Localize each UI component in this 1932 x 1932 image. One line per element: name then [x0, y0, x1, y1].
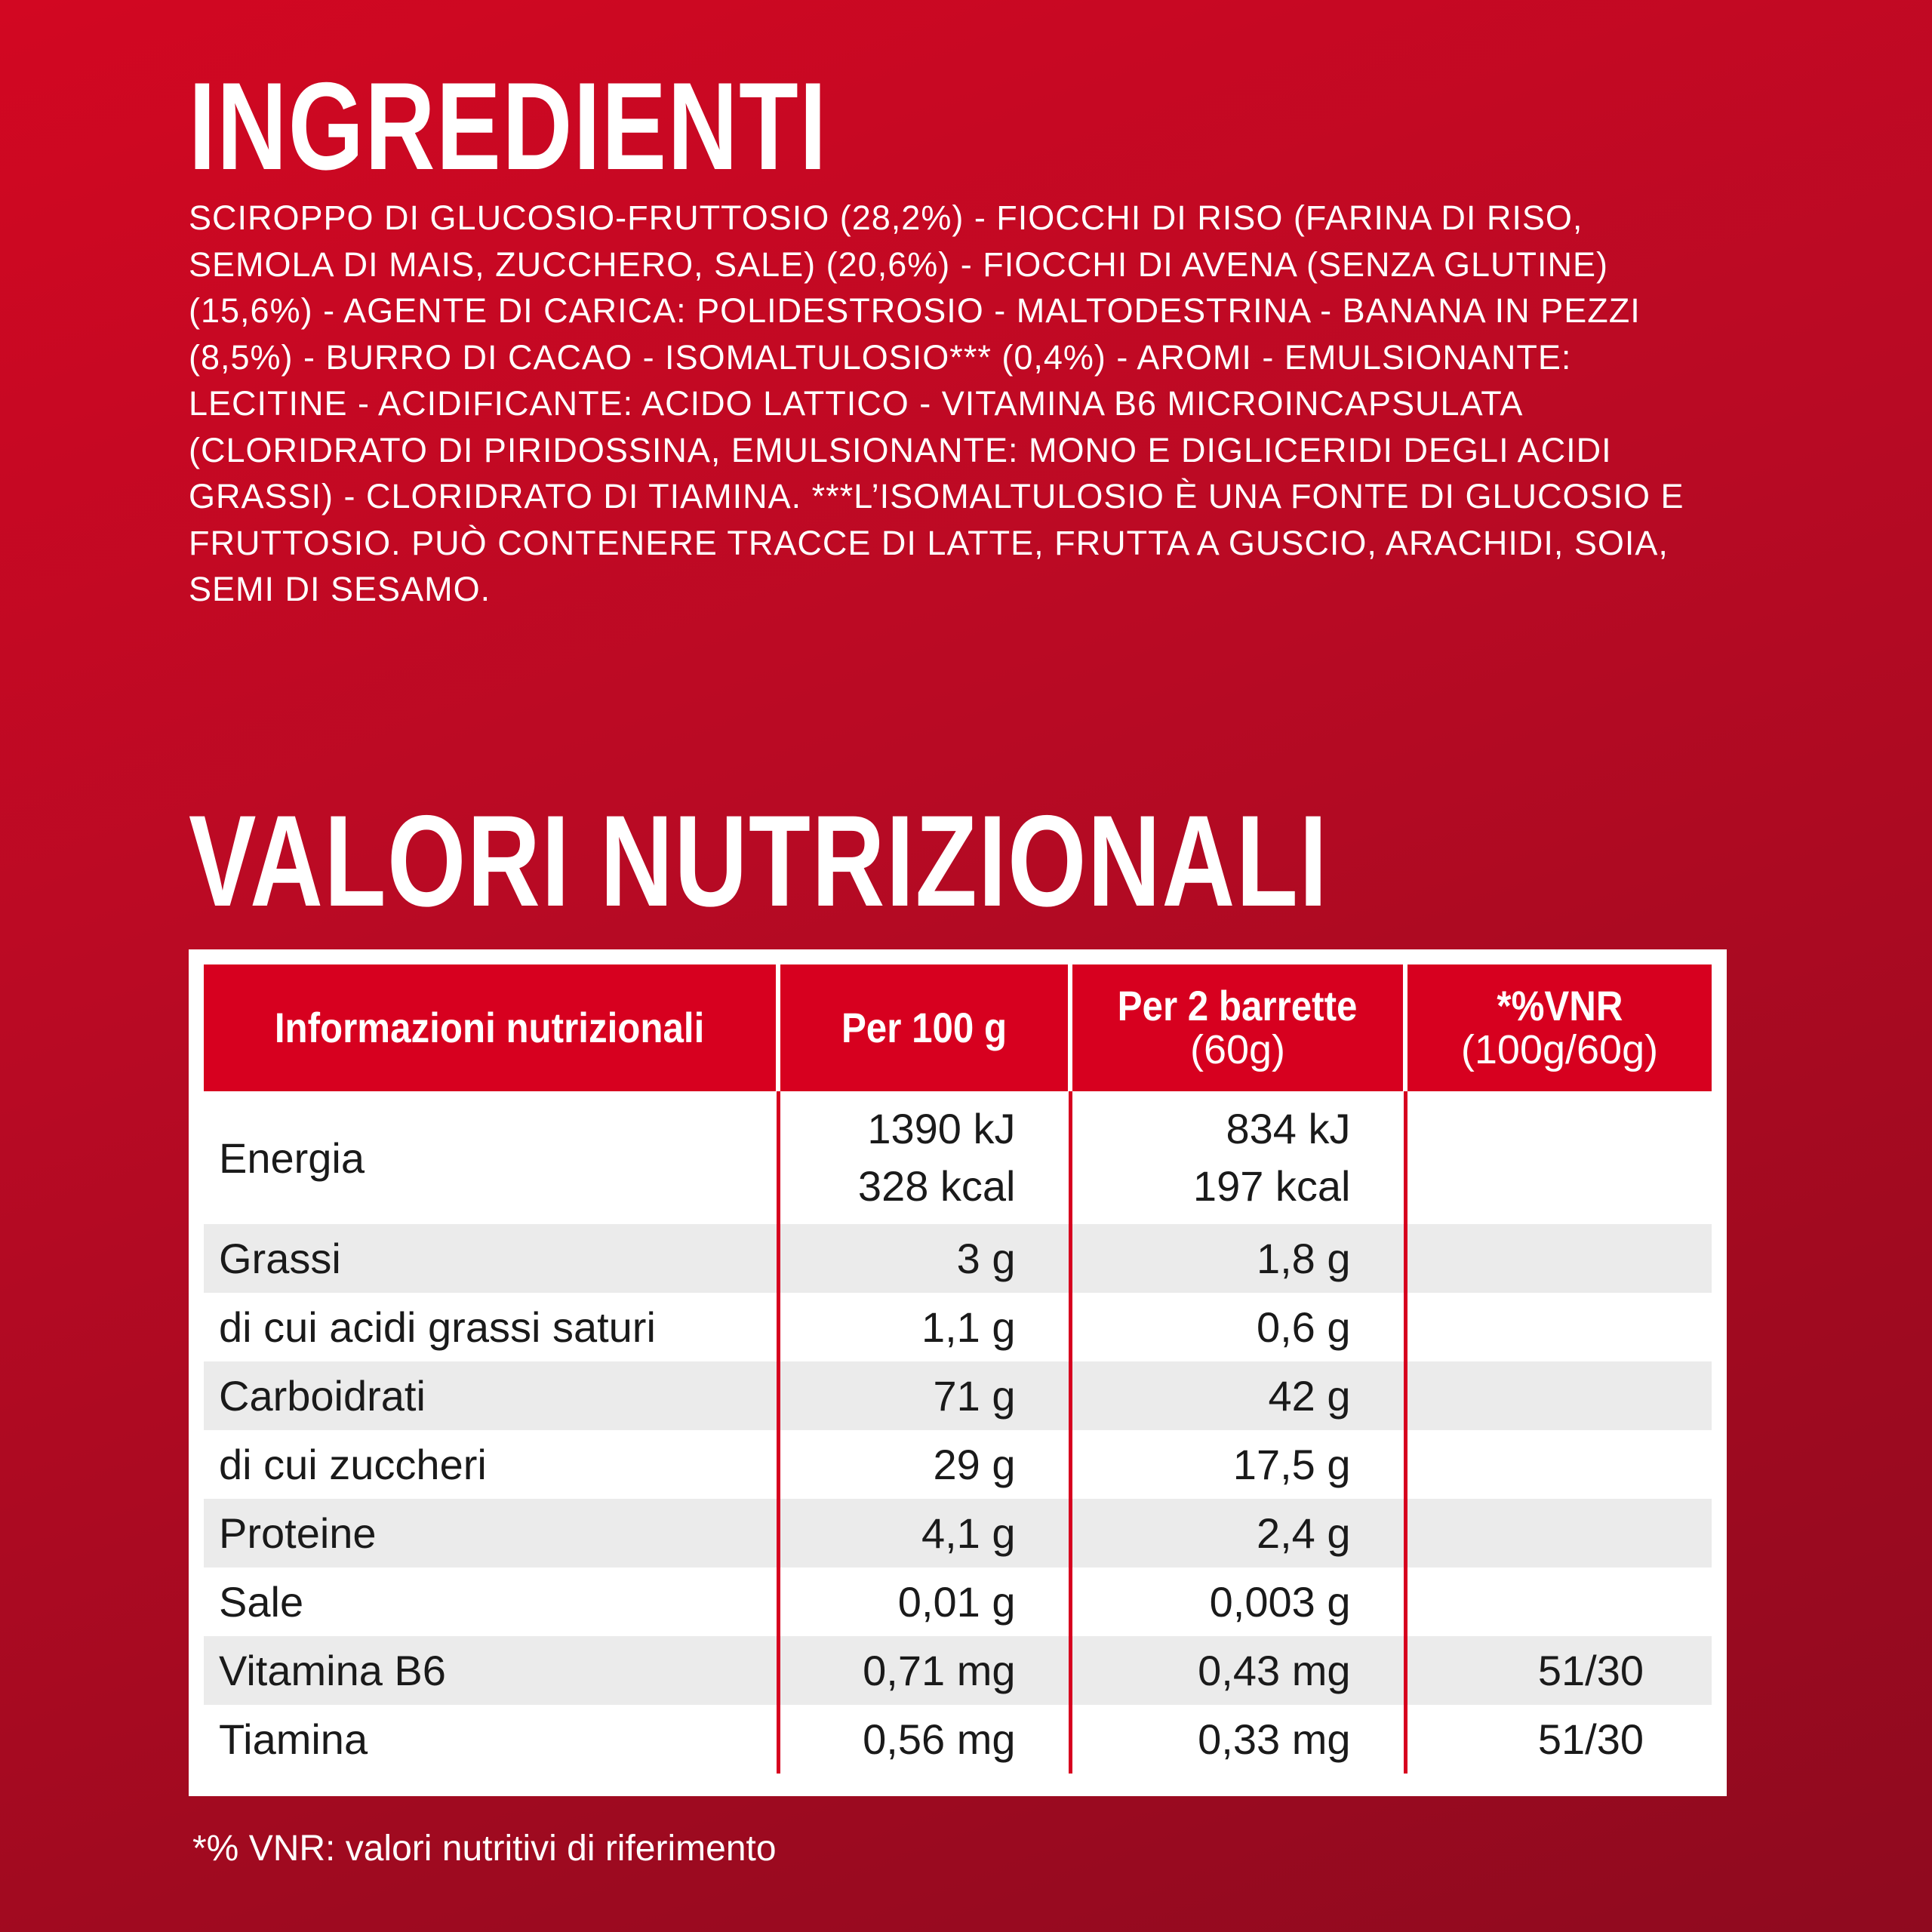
nutrient-name: di cui zuccheri [204, 1430, 780, 1499]
table-row: Vitamina B6 0,71 mg 0,43 mg 51/30 [204, 1636, 1712, 1705]
table-row: Sale 0,01 g 0,003 g [204, 1567, 1712, 1636]
ingredients-title: INGREDIENTI [189, 57, 828, 195]
nutrient-name: di cui acidi grassi saturi [204, 1293, 780, 1361]
per-100g-value: 4,1 g [778, 1499, 1072, 1567]
per-60g-value: 42 g [1070, 1361, 1407, 1430]
per-100g-value: 1390 kJ 328 kcal [778, 1091, 1072, 1224]
nutrient-name: Tiamina [204, 1705, 780, 1774]
vnr-value [1405, 1567, 1712, 1636]
header-per-2-bars: Per 2 barrette (60g) [1070, 964, 1407, 1091]
ingredients-text: SCIROPPO DI GLUCOSIO-FRUTTOSIO (28,2%) -… [189, 198, 1684, 608]
per-60g-value: 17,5 g [1070, 1430, 1407, 1499]
vnr-value [1405, 1224, 1712, 1293]
nutrition-title: VALORI NUTRIZIONALI [189, 789, 1329, 934]
per-100g-value: 0,56 mg [778, 1705, 1072, 1774]
table-row: Carboidrati 71 g 42 g [204, 1361, 1712, 1430]
per-100g-value: 0,71 mg [778, 1636, 1072, 1705]
header-vnr: *%VNR (100g/60g) [1405, 964, 1712, 1091]
per-60g-value: 0,43 mg [1070, 1636, 1407, 1705]
vnr-value [1405, 1091, 1712, 1224]
per-60g-value: 834 kJ 197 kcal [1070, 1091, 1407, 1224]
per-60g-value: 1,8 g [1070, 1224, 1407, 1293]
vnr-value [1405, 1293, 1712, 1361]
header-per-100g: Per 100 g [778, 964, 1072, 1091]
vnr-value [1405, 1499, 1712, 1567]
per-100g-value: 71 g [778, 1361, 1072, 1430]
table-header-row: Informazioni nutrizionali Per 100 g Per … [204, 964, 1712, 1091]
nutrient-name: Grassi [204, 1224, 780, 1293]
table-row: di cui zuccheri 29 g 17,5 g [204, 1430, 1712, 1499]
table-row: Proteine 4,1 g 2,4 g [204, 1499, 1712, 1567]
vnr-value [1405, 1430, 1712, 1499]
header-nutrition-info: Informazioni nutrizionali [204, 964, 780, 1091]
vnr-footnote: *% VNR: valori nutritivi di riferimento [192, 1829, 777, 1869]
per-60g-value: 2,4 g [1070, 1499, 1407, 1567]
per-60g-value: 0,33 mg [1070, 1705, 1407, 1774]
nutrient-name: Proteine [204, 1499, 780, 1567]
per-100g-value: 0,01 g [778, 1567, 1072, 1636]
nutrient-name: Carboidrati [204, 1361, 780, 1430]
per-60g-value: 0,003 g [1070, 1567, 1407, 1636]
per-100g-value: 3 g [778, 1224, 1072, 1293]
vnr-value [1405, 1361, 1712, 1430]
per-100g-value: 29 g [778, 1430, 1072, 1499]
nutrition-table: Informazioni nutrizionali Per 100 g Per … [204, 964, 1712, 1774]
table-row: di cui acidi grassi saturi 1,1 g 0,6 g [204, 1293, 1712, 1361]
nutrient-name: Vitamina B6 [204, 1636, 780, 1705]
nutrient-name: Sale [204, 1567, 780, 1636]
per-60g-value: 0,6 g [1070, 1293, 1407, 1361]
table-row-energia: Energia 1390 kJ 328 kcal 834 kJ 197 kcal [204, 1091, 1712, 1224]
vnr-value: 51/30 [1537, 1715, 1644, 1763]
table-row: Tiamina 0,56 mg 0,33 mg 51/30 [204, 1705, 1712, 1774]
nutrition-table-panel: Informazioni nutrizionali Per 100 g Per … [189, 949, 1727, 1796]
table-row: Grassi 3 g 1,8 g [204, 1224, 1712, 1293]
per-100g-value: 1,1 g [778, 1293, 1072, 1361]
vnr-value: 51/30 [1405, 1636, 1712, 1705]
nutrient-name: Energia [204, 1091, 780, 1224]
